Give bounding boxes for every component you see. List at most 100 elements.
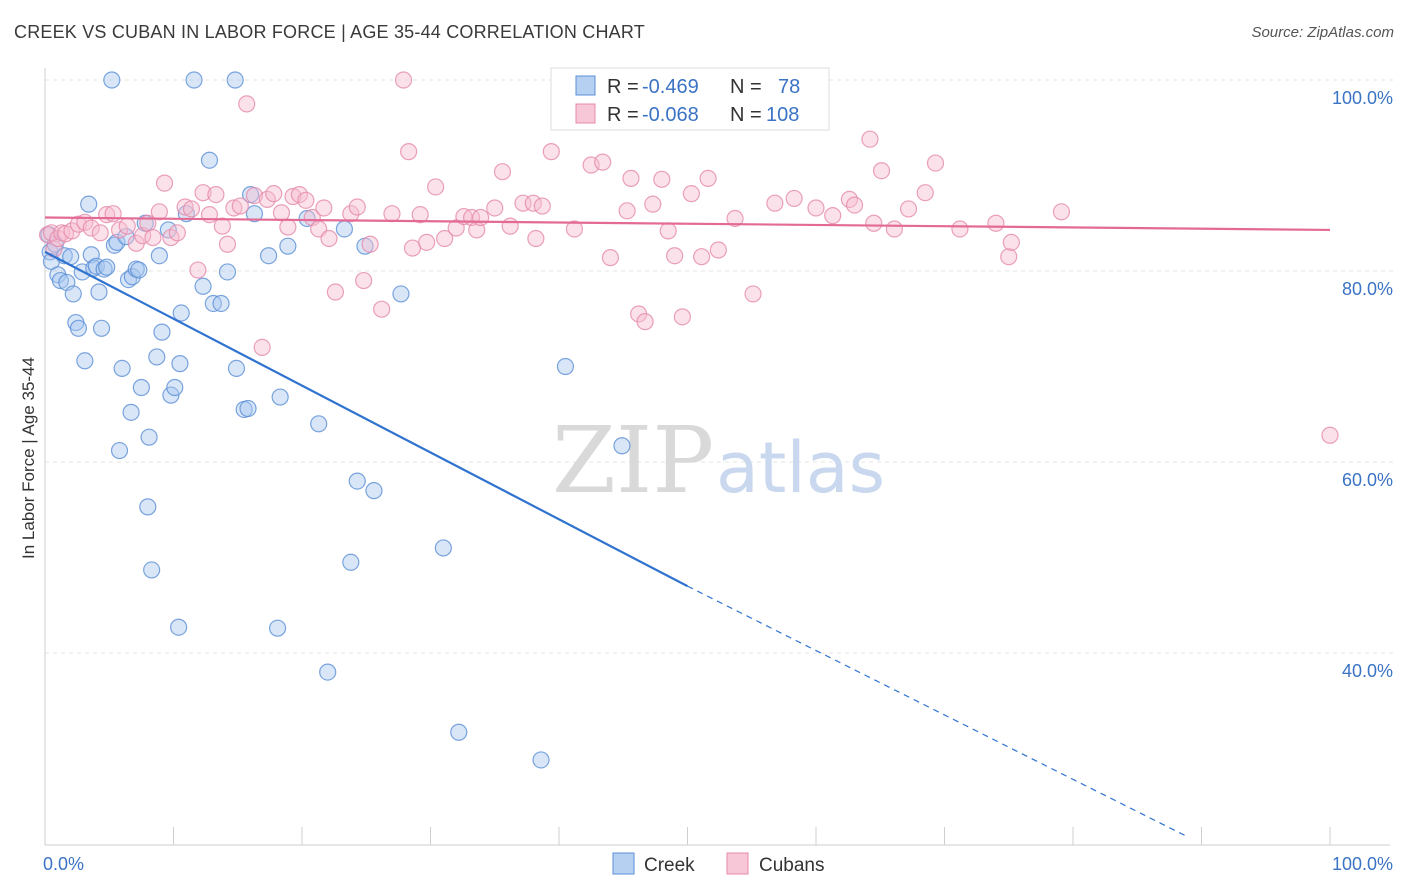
- data-point: [245, 205, 264, 223]
- data-point: [90, 283, 108, 301]
- data-point: [326, 283, 345, 301]
- data-point: [335, 220, 354, 238]
- data-point: [987, 214, 1005, 232]
- data-point: [434, 539, 452, 557]
- correlation-legend: R = -0.469 N = 78 R = -0.068 N = 108: [550, 67, 830, 131]
- trend-lines: [44, 216, 1331, 838]
- data-point: [168, 224, 186, 242]
- data-point: [885, 220, 903, 238]
- data-point: [279, 237, 297, 255]
- data-point: [348, 198, 366, 216]
- data-point: [177, 205, 195, 223]
- data-point: [636, 313, 654, 331]
- data-point: [527, 229, 545, 248]
- data-point: [601, 249, 620, 267]
- data-point: [182, 200, 201, 218]
- data-point: [170, 618, 188, 636]
- data-point: [166, 378, 184, 397]
- data-point: [310, 415, 328, 433]
- data-point: [110, 221, 129, 239]
- data-point: [383, 205, 401, 223]
- data-point: [118, 217, 136, 235]
- data-point: [259, 247, 278, 265]
- legend-n-label-cubans: N =: [730, 104, 762, 126]
- data-point: [253, 338, 271, 356]
- data-point: [845, 196, 864, 214]
- data-point: [110, 441, 129, 460]
- data-point: [92, 319, 111, 337]
- data-point: [130, 261, 148, 279]
- data-point: [153, 323, 171, 341]
- data-point: [436, 229, 454, 248]
- series-legend-label-cubans: Cubans: [759, 855, 825, 876]
- data-point: [427, 178, 445, 196]
- data-point: [342, 553, 360, 571]
- data-point: [271, 388, 289, 406]
- data-point: [394, 71, 413, 89]
- legend-swatch-creek: [575, 75, 596, 96]
- data-point: [355, 271, 373, 290]
- data-point: [766, 194, 784, 212]
- data-point: [194, 277, 212, 295]
- watermark-atlas: atlas: [716, 427, 885, 509]
- data-point: [268, 619, 287, 637]
- series-legend-label-creek: Creek: [644, 855, 695, 876]
- data-point: [315, 199, 333, 217]
- data-point: [807, 199, 825, 217]
- chart-title: CREEK VS CUBAN IN LABOR FORCE | AGE 35-4…: [14, 22, 645, 42]
- data-point: [98, 258, 116, 276]
- data-point: [1002, 233, 1020, 251]
- data-point: [226, 71, 244, 89]
- legend-n-label-creek: N =: [730, 76, 762, 98]
- x-tick-labels: 0.0% 100.0%: [43, 854, 1393, 874]
- data-point: [1052, 203, 1071, 221]
- data-point: [653, 170, 671, 188]
- data-point: [926, 154, 945, 172]
- data-point: [361, 235, 379, 253]
- data-point: [265, 185, 283, 203]
- legend-r-value-cubans: -0.068: [642, 104, 699, 126]
- data-point: [239, 399, 257, 418]
- data-point: [824, 207, 842, 225]
- data-point: [1000, 248, 1018, 266]
- data-point: [63, 222, 81, 240]
- data-point: [501, 217, 519, 235]
- y-tick-label: 80.0%: [1342, 279, 1393, 299]
- data-point: [143, 561, 161, 579]
- legend-n-value-creek: 78: [778, 76, 800, 98]
- data-point: [207, 186, 225, 204]
- data-point: [486, 199, 504, 217]
- data-point: [225, 199, 243, 217]
- data-point: [319, 663, 337, 681]
- data-point: [95, 260, 113, 278]
- data-point: [227, 359, 246, 378]
- data-point: [231, 197, 249, 215]
- data-point: [666, 247, 684, 265]
- data-point: [91, 224, 109, 242]
- data-point: [51, 271, 70, 290]
- data-point: [194, 184, 212, 202]
- series-legend-swatch-cubans: [726, 852, 749, 875]
- grid-lines: [45, 79, 1393, 654]
- data-point: [365, 482, 383, 500]
- data-point: [1321, 426, 1339, 444]
- data-point: [171, 355, 189, 373]
- data-point: [148, 348, 166, 366]
- data-point: [150, 203, 168, 221]
- data-point: [659, 222, 677, 240]
- data-point: [150, 247, 168, 265]
- data-point: [272, 204, 291, 222]
- data-point: [139, 498, 157, 516]
- data-point: [622, 169, 640, 187]
- data-point: [565, 220, 584, 238]
- data-point: [105, 236, 123, 254]
- data-point: [899, 200, 918, 218]
- trend-line-extension-creek: [687, 585, 1189, 838]
- axes: [44, 68, 1390, 846]
- data-point: [472, 208, 490, 227]
- data-point: [82, 219, 100, 237]
- data-point: [872, 162, 891, 180]
- data-point: [450, 723, 468, 741]
- trend-line-cubans: [44, 216, 1331, 232]
